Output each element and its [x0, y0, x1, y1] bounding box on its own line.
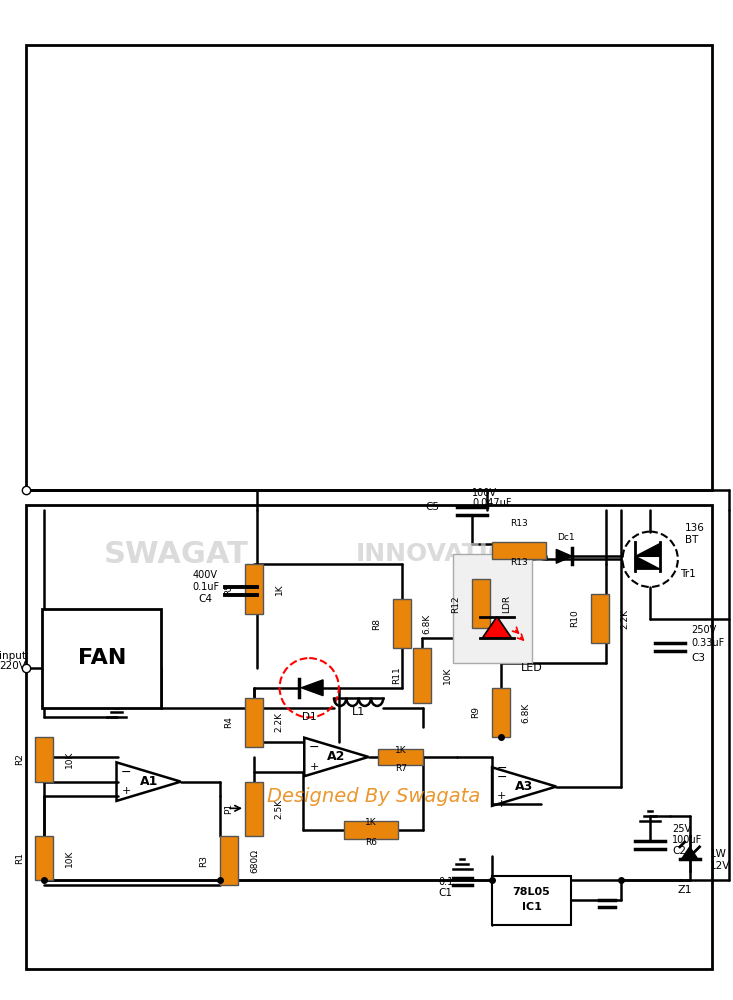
Text: 1K: 1K [275, 583, 284, 595]
Text: INNOVATIONS: INNOVATIONS [356, 542, 549, 566]
Text: 10K: 10K [65, 850, 74, 867]
Text: 250V: 250V [692, 625, 717, 635]
Text: 12V: 12V [710, 861, 730, 871]
Text: −: − [309, 741, 320, 754]
Text: 2.2K: 2.2K [621, 609, 630, 629]
Text: C5: C5 [426, 502, 440, 512]
Text: 220V: 220V [0, 661, 26, 671]
Text: R9: R9 [471, 706, 480, 718]
Bar [492, 876, 571, 925]
Text: R13: R13 [510, 558, 528, 567]
Text: input: input [0, 651, 26, 661]
Text: C3: C3 [692, 653, 706, 663]
Bar [35, 836, 54, 880]
Text: 1K: 1K [395, 746, 406, 755]
Bar [221, 836, 238, 885]
Text: 0.1uF: 0.1uF [192, 582, 219, 592]
Bar [245, 782, 262, 836]
Polygon shape [482, 617, 512, 638]
Polygon shape [636, 543, 660, 556]
Bar [35, 737, 54, 782]
Text: R11: R11 [392, 667, 401, 684]
Text: R2: R2 [15, 753, 23, 765]
Text: D1: D1 [302, 712, 317, 722]
Text: 100uF: 100uF [672, 835, 702, 845]
Bar [245, 564, 262, 614]
Text: 10K: 10K [65, 751, 74, 768]
Text: 2.2K: 2.2K [275, 712, 284, 732]
Text: Designed By Swagata: Designed By Swagata [267, 787, 480, 806]
Text: R8: R8 [372, 618, 381, 630]
Bar [378, 749, 423, 765]
Text: C1: C1 [438, 888, 452, 898]
Text: 1K: 1K [365, 818, 377, 827]
Text: A3: A3 [515, 780, 534, 793]
Text: −: − [497, 762, 507, 775]
Text: Tr1: Tr1 [679, 569, 696, 579]
Text: 6.8K: 6.8K [522, 702, 531, 723]
Bar [591, 594, 608, 643]
Text: 136: 136 [685, 523, 704, 533]
Text: R1: R1 [15, 852, 23, 864]
Bar [344, 821, 398, 839]
Text: 0.047uF: 0.047uF [472, 498, 512, 508]
Text: Z1: Z1 [677, 885, 692, 895]
Text: P1: P1 [224, 803, 233, 814]
Text: R4: R4 [224, 716, 233, 728]
Text: R10: R10 [570, 610, 579, 627]
Text: 78L05: 78L05 [512, 887, 550, 897]
Text: C2: C2 [672, 846, 686, 856]
Text: −: − [497, 770, 507, 783]
Text: A1: A1 [139, 775, 158, 788]
Text: +: + [497, 791, 507, 801]
Text: LED: LED [520, 663, 542, 673]
Text: 400V: 400V [193, 570, 218, 580]
Text: R5: R5 [224, 583, 233, 595]
Text: 6.8K: 6.8K [423, 613, 432, 634]
Text: BT: BT [685, 535, 698, 545]
Bar [245, 698, 262, 747]
Bar [413, 648, 431, 703]
Text: 0.33uF: 0.33uF [692, 638, 725, 648]
Bar [26, 505, 712, 969]
Text: 1W: 1W [710, 849, 726, 859]
Text: LDR: LDR [502, 595, 511, 613]
Polygon shape [682, 847, 698, 859]
Bar [492, 688, 510, 737]
Text: 680Ω: 680Ω [250, 849, 259, 873]
Text: R3: R3 [199, 855, 208, 867]
Text: R7: R7 [394, 764, 407, 773]
Bar [452, 554, 531, 663]
Bar [472, 579, 490, 628]
Text: +: + [309, 762, 319, 772]
Text: R12: R12 [452, 595, 460, 613]
Text: L1: L1 [352, 707, 365, 717]
Text: SWAGAT: SWAGAT [103, 540, 248, 569]
Text: 25V: 25V [672, 824, 691, 834]
Text: R6: R6 [365, 838, 377, 847]
Text: Dc1: Dc1 [557, 533, 575, 542]
Text: −: − [121, 766, 132, 779]
Text: 10K: 10K [443, 667, 452, 684]
Text: 2.5K: 2.5K [275, 799, 284, 819]
Text: R13: R13 [510, 519, 528, 528]
Text: A2: A2 [327, 750, 345, 763]
Bar [393, 599, 411, 648]
Text: +: + [497, 799, 507, 809]
Polygon shape [556, 549, 572, 563]
Bar [26, 45, 712, 490]
Text: 100V: 100V [472, 488, 497, 498]
Bar [43, 609, 161, 708]
Polygon shape [636, 556, 660, 569]
Text: C4: C4 [199, 594, 213, 604]
Polygon shape [301, 680, 323, 696]
Text: FAN: FAN [78, 648, 126, 668]
Text: 0.1: 0.1 [438, 877, 453, 887]
Text: IC1: IC1 [522, 902, 542, 912]
Bar [492, 542, 546, 559]
Text: +: + [122, 786, 131, 796]
